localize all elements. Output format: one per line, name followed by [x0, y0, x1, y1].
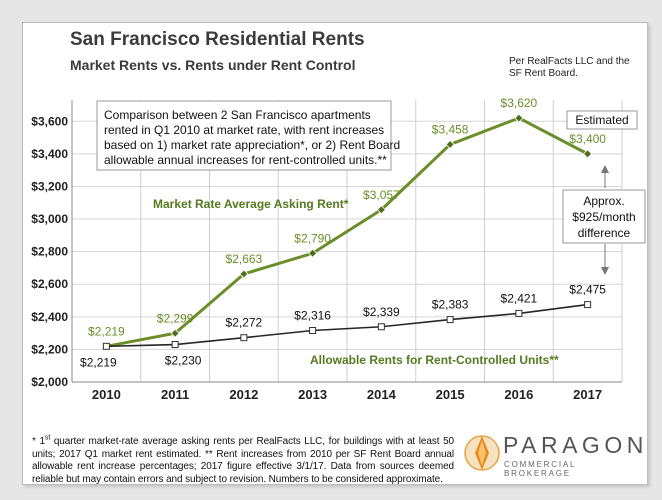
x-tick-label: 2014 [367, 387, 397, 402]
market-point [445, 139, 455, 149]
market-data-label: $2,299 [157, 311, 194, 325]
market-data-label: $3,458 [432, 122, 469, 136]
controlled-point [446, 316, 454, 324]
x-tick-label: 2016 [504, 387, 533, 402]
controlled-point [377, 323, 385, 331]
controlled-point [171, 341, 179, 349]
difference-annotation: Approx. $925/month difference [562, 165, 646, 275]
estimated-text: Estimated [575, 113, 628, 127]
controlled-point [240, 334, 248, 342]
difference-line-1: Approx. [583, 194, 624, 208]
market-point [583, 149, 593, 159]
footnote-marker: * 1 [32, 436, 45, 447]
logo-emblem-icon [464, 435, 500, 471]
line-chart: $2,000 $2,200 $2,400 $2,600 $2,800 $3,000 $3,2… [31, 96, 646, 402]
comparison-line-2: rented in Q1 2010 at market rate, with r… [104, 123, 384, 137]
market-data-label: $3,400 [569, 132, 606, 146]
y-axis-ticks: $2,000 $2,200 $2,400 $2,600 $2,800 $3,000 $3,2… [31, 114, 68, 389]
controlled-series-line [106, 303, 588, 348]
logo-wordmark: PARAGON [503, 432, 648, 458]
market-point [514, 113, 524, 123]
controlled-point [584, 301, 592, 309]
controlled-data-label: $2,421 [501, 291, 538, 305]
comparison-line-1: Comparison between 2 San Francisco apart… [104, 108, 371, 122]
chart-subtitle: Market Rents vs. Rents under Rent Contro… [70, 57, 356, 73]
market-data-label: $3,057 [363, 188, 400, 202]
chart-title: San Francisco Residential Rents [70, 29, 365, 50]
y-tick-label: $3,200 [31, 179, 68, 193]
controlled-data-label: $2,316 [294, 309, 331, 323]
y-tick-label: $2,800 [31, 245, 68, 259]
y-tick-label: $3,400 [31, 147, 68, 161]
y-tick-label: $3,600 [31, 114, 68, 128]
controlled-point [102, 342, 110, 350]
market-point [308, 248, 318, 258]
y-tick-label: $3,000 [31, 212, 68, 226]
x-tick-label: 2012 [229, 387, 258, 402]
x-tick-label: 2017 [573, 387, 602, 402]
controlled-data-label: $2,339 [363, 305, 400, 319]
chart-panel [22, 22, 648, 485]
logo-subtitle: COMMERCIAL BROKERAGE [504, 460, 576, 478]
controlled-point [309, 327, 317, 335]
market-point [170, 328, 180, 338]
footnote-text: quarter market-rate average asking rents… [32, 436, 454, 485]
market-data-label: $2,219 [88, 324, 125, 338]
controlled-point [515, 309, 523, 317]
controlled-data-label: $2,219 [80, 355, 117, 369]
y-tick-label: $2,200 [31, 342, 68, 356]
comparison-line-3: based on 1) market rate appreciation*, o… [104, 138, 400, 152]
x-tick-label: 2010 [92, 387, 121, 402]
x-tick-label: 2015 [436, 387, 465, 402]
controlled-data-label: $2,230 [165, 354, 202, 368]
data-labels: $2,219 $2,299 $2,663 $2,790 $3,057 $3,458 $3,6… [80, 96, 606, 369]
estimated-annotation: Estimated [566, 110, 638, 130]
difference-line-2: $925/month [572, 210, 635, 224]
x-axis-ticks: 2010 2011 2012 2013 2014 2015 2016 2017 [92, 387, 602, 402]
controlled-data-label: $2,475 [569, 283, 606, 297]
y-tick-label: $2,600 [31, 277, 68, 291]
market-data-label: $2,790 [294, 231, 331, 245]
controlled-data-label: $2,272 [226, 316, 263, 330]
footnote-sup: st [44, 434, 51, 442]
x-tick-label: 2011 [161, 387, 189, 402]
market-data-label: $3,620 [501, 96, 538, 110]
footnote: * 1st quarter market-rate average asking… [32, 434, 454, 486]
estimated-box [566, 110, 638, 130]
market-series-label: Market Rate Average Asking Rent* [153, 197, 349, 211]
y-tick-label: $2,000 [31, 375, 68, 389]
difference-line-3: difference [578, 226, 631, 240]
y-tick-label: $2,400 [31, 310, 68, 324]
difference-arrowhead-down [601, 267, 609, 275]
difference-arrowhead-up [601, 165, 609, 173]
difference-box [562, 189, 646, 244]
market-data-label: $2,663 [226, 252, 263, 266]
controlled-data-label: $2,383 [432, 298, 469, 312]
comparison-box [96, 100, 392, 171]
source-note: Per RealFacts LLC and the SF Rent Board. [509, 56, 630, 79]
comparison-annotation: Comparison between 2 San Francisco apart… [96, 100, 400, 171]
series-lines [101, 113, 593, 351]
controlled-series-label: Allowable Rents for Rent-Controlled Unit… [310, 353, 559, 367]
market-point [376, 205, 386, 215]
comparison-line-4: allowable annual increases for rent-cont… [104, 153, 387, 167]
market-series-line [106, 116, 589, 348]
market-point [239, 269, 249, 279]
x-tick-label: 2013 [298, 387, 327, 402]
paragon-logo: PARAGON COMMERCIAL BROKERAGE [463, 430, 643, 478]
